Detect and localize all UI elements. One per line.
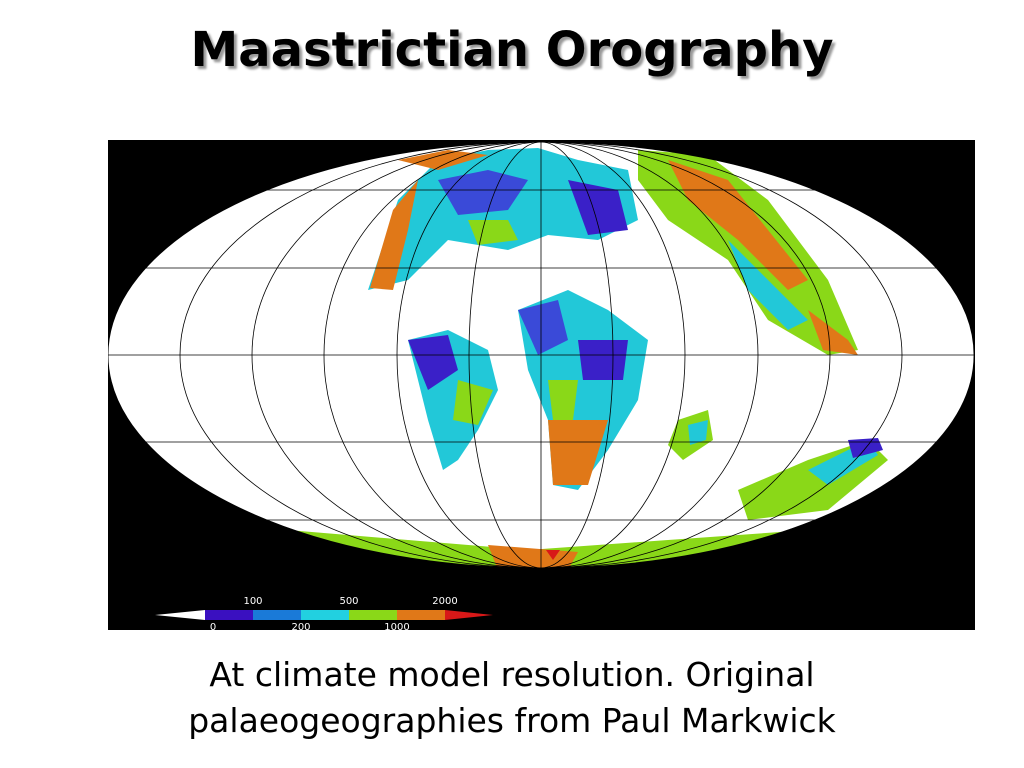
colorbar-label: 0: [210, 622, 216, 630]
colorbar-label: 1000: [384, 622, 409, 630]
colorbar-label: 2000: [432, 596, 457, 607]
graticule: [108, 141, 975, 569]
colorbar-label: 500: [339, 596, 358, 607]
slide-title: Maastrictian Orography: [190, 22, 834, 78]
landmasses: [288, 148, 888, 568]
caption-line: At climate model resolution. Original: [209, 655, 815, 694]
caption-line: palaeogeographies from Paul Markwick: [188, 701, 836, 740]
orography-map: 100 500 2000 0 200 1000: [108, 140, 975, 630]
colorbar: 100 500 2000 0 200 1000: [155, 596, 493, 630]
colorbar-label: 200: [291, 622, 310, 630]
caption: At climate model resolution. Original pa…: [0, 652, 1024, 744]
colorbar-label: 100: [243, 596, 262, 607]
